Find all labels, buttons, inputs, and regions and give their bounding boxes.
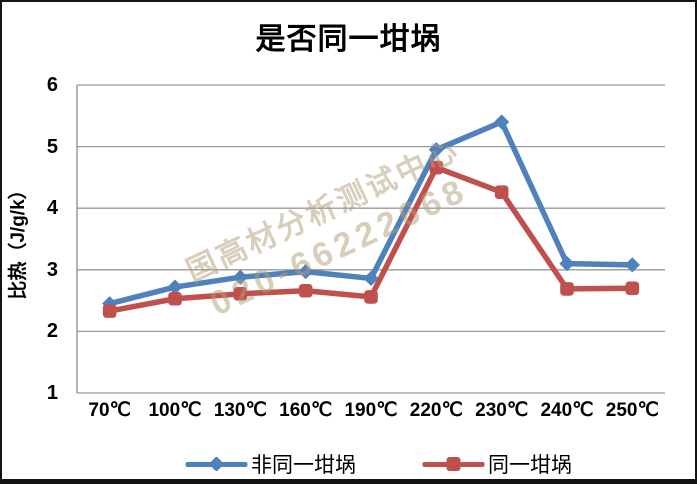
marker-diamond: [624, 257, 640, 273]
marker-square: [494, 185, 509, 199]
legend-marker-icon: [446, 456, 460, 471]
marker-square: [625, 281, 640, 296]
marker-diamond: [167, 279, 183, 295]
legend: 非同一坩埚 同一坩埚: [185, 449, 572, 479]
x-axis-label: 220℃: [409, 400, 463, 421]
x-axis-label: 250℃: [605, 400, 659, 421]
legend-diamond-icon: [185, 455, 247, 472]
y-axis-title: 比热（J/g/k）: [8, 180, 29, 300]
legend-label: 非同一坩埚: [251, 453, 356, 477]
marker-diamond: [428, 142, 444, 158]
marker-diamond: [363, 270, 379, 287]
chart-title: 是否同一坩埚: [255, 22, 442, 57]
x-axis-label: 160℃: [279, 400, 333, 421]
legend-label: 同一坩埚: [488, 453, 572, 477]
marker-square: [429, 160, 444, 175]
y-tick-label: 6: [46, 74, 58, 96]
marker-square: [560, 282, 574, 296]
legend-item: 非同一坩埚: [185, 449, 356, 479]
marker-diamond: [494, 114, 510, 130]
marker-diamond: [559, 256, 575, 272]
y-tick-label: 5: [46, 135, 58, 158]
x-axis-label: 190℃: [344, 400, 398, 421]
marker-square: [233, 287, 248, 301]
marker-diamond: [232, 269, 248, 285]
x-axis-label: 100℃: [148, 400, 202, 421]
legend-square-icon: [422, 456, 484, 472]
marker-square: [298, 283, 313, 298]
marker-square: [364, 290, 378, 304]
y-tick-label: 2: [46, 320, 58, 343]
x-axis-label: 230℃: [475, 400, 529, 421]
y-tick-label: 4: [46, 197, 58, 220]
marker-square: [102, 304, 117, 318]
x-axis-label: 130℃: [213, 400, 267, 421]
x-axis-label: 240℃: [540, 400, 594, 421]
x-axis-label: 70℃: [88, 400, 131, 421]
y-tick-label: 1: [46, 382, 58, 404]
y-tick-label: 3: [46, 258, 58, 281]
legend-marker-icon: [208, 455, 224, 472]
marker-diamond: [298, 264, 314, 280]
marker-square: [168, 291, 182, 306]
legend-item: 同一坩埚: [422, 449, 572, 479]
